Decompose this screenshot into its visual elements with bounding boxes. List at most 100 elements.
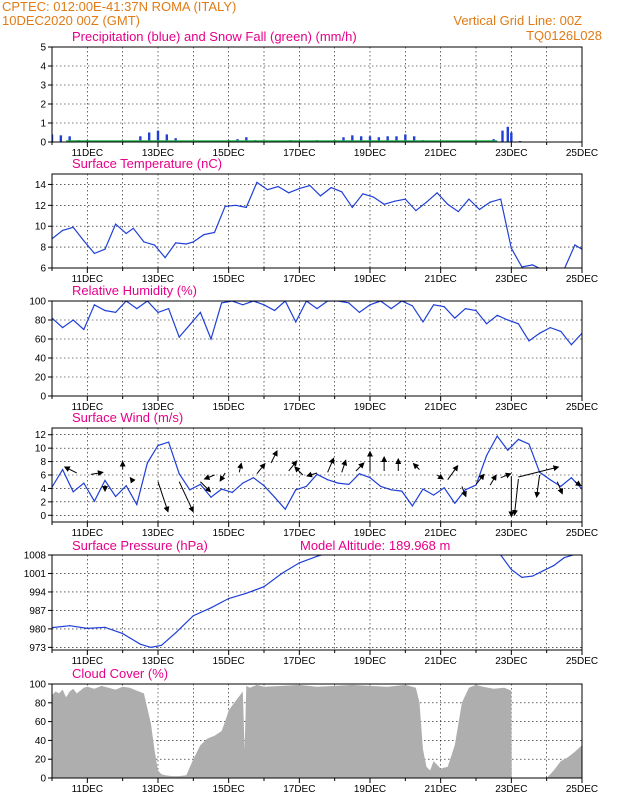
temp-point — [415, 210, 417, 212]
temp-point — [288, 192, 290, 194]
temp-point — [425, 201, 428, 203]
temp-point — [245, 206, 247, 208]
wind-point — [348, 483, 350, 485]
panel-precip: Precipitation (blue) and Snow Fall (gree… — [40, 29, 598, 159]
rh-line — [52, 301, 582, 346]
temp-point — [543, 270, 544, 271]
x-tick-label: 23DEC — [495, 784, 527, 795]
x-tick-label: 11DEC — [72, 148, 104, 159]
x-tick-label: 19DEC — [354, 784, 386, 795]
pressure-point — [298, 562, 300, 564]
x-tick-label: 13DEC — [142, 148, 174, 159]
wind-arrow — [436, 473, 444, 480]
y-tick-label: 1001 — [24, 569, 47, 580]
y-tick-label: 40 — [35, 736, 47, 747]
header-code: TQ0126L028 — [526, 28, 602, 43]
wind-arrow — [534, 474, 541, 498]
rh-point — [210, 338, 212, 340]
temp-point — [447, 203, 449, 205]
y-tick-label: 0 — [40, 511, 46, 522]
rh-point — [72, 319, 74, 321]
temp-point — [164, 257, 166, 259]
precip-bar — [156, 130, 160, 142]
rh-point — [199, 311, 201, 313]
rh-point — [507, 319, 509, 321]
panel-frame — [51, 173, 583, 269]
pressure-point — [458, 550, 459, 551]
x-tick-label: 25DEC — [566, 528, 598, 539]
y-tick-label: 8 — [40, 457, 46, 468]
panel-title: Surface Temperature (nC) — [72, 156, 222, 171]
y-tick-label: 4 — [40, 62, 46, 73]
precip-bar — [59, 135, 63, 142]
x-tick-label: 11DEC — [72, 528, 104, 539]
precip-bar — [501, 130, 504, 142]
wind-point — [104, 479, 106, 481]
y-tick-label: 994 — [29, 587, 46, 598]
panel-title: Surface Pressure (hPa) — [72, 538, 208, 553]
rh-point — [454, 317, 456, 319]
cloud-area — [52, 684, 582, 778]
y-tick-label: 20 — [35, 373, 47, 384]
precip-bar — [147, 132, 151, 142]
pressure-point — [531, 575, 534, 577]
pressure-point — [263, 586, 265, 588]
panel-frame — [51, 554, 583, 651]
rh-point — [358, 311, 360, 313]
y-tick-label: 0 — [40, 392, 46, 403]
wind-point — [83, 482, 85, 484]
wind-point — [433, 494, 435, 496]
temp-point — [574, 244, 576, 246]
pressure-point — [160, 644, 163, 646]
temp-point — [478, 208, 481, 211]
rh-point — [104, 309, 106, 312]
wind-point — [464, 489, 466, 491]
y-tick-label: 4 — [40, 484, 46, 495]
wind-arrow — [355, 462, 365, 472]
precip-bar — [351, 135, 354, 142]
temp-line — [52, 181, 582, 268]
pressure-point — [192, 615, 194, 617]
rh-point — [411, 305, 413, 307]
wind-point — [528, 443, 530, 445]
wind-arrow — [90, 470, 104, 477]
temp-point — [235, 204, 237, 206]
temp-point — [153, 244, 156, 246]
temp-point — [457, 211, 459, 213]
rh-point — [242, 304, 244, 306]
y-tick-label: 6 — [40, 264, 46, 275]
pressure-point — [210, 607, 212, 609]
x-tick-label: 23DEC — [495, 528, 527, 539]
header-grid-note: Vertical Grid Line: 00Z — [453, 13, 582, 28]
wind-point — [401, 490, 403, 492]
pressure-point — [475, 552, 476, 553]
wind-arrow — [412, 462, 420, 470]
temp-point — [83, 240, 85, 242]
temp-point — [185, 243, 187, 245]
temp-point — [362, 193, 364, 195]
wind-point — [517, 438, 520, 440]
wind-point — [316, 473, 318, 475]
precip-bar — [52, 134, 54, 142]
y-tick-label: 3 — [40, 81, 46, 92]
pressure-line — [52, 555, 576, 649]
wind-arrow — [518, 465, 560, 478]
wind-point — [560, 485, 562, 487]
rh-point — [560, 330, 562, 332]
x-tick-label: 21DEC — [425, 528, 457, 539]
rh-point — [390, 308, 392, 310]
pressure-point — [316, 555, 318, 557]
x-tick-label: 21DEC — [425, 274, 457, 285]
y-tick-label: 12 — [35, 201, 47, 212]
wind-point — [507, 449, 509, 451]
y-tick-label: 12 — [35, 430, 47, 441]
rh-point — [157, 311, 159, 313]
wind-arrow — [203, 474, 215, 480]
rh-point — [539, 332, 541, 334]
rh-point — [83, 328, 85, 331]
temp-point — [330, 187, 332, 189]
wind-point — [199, 483, 201, 485]
wind-arrow — [489, 474, 497, 486]
wind-point — [210, 496, 212, 498]
y-tick-label: 0 — [40, 774, 46, 785]
